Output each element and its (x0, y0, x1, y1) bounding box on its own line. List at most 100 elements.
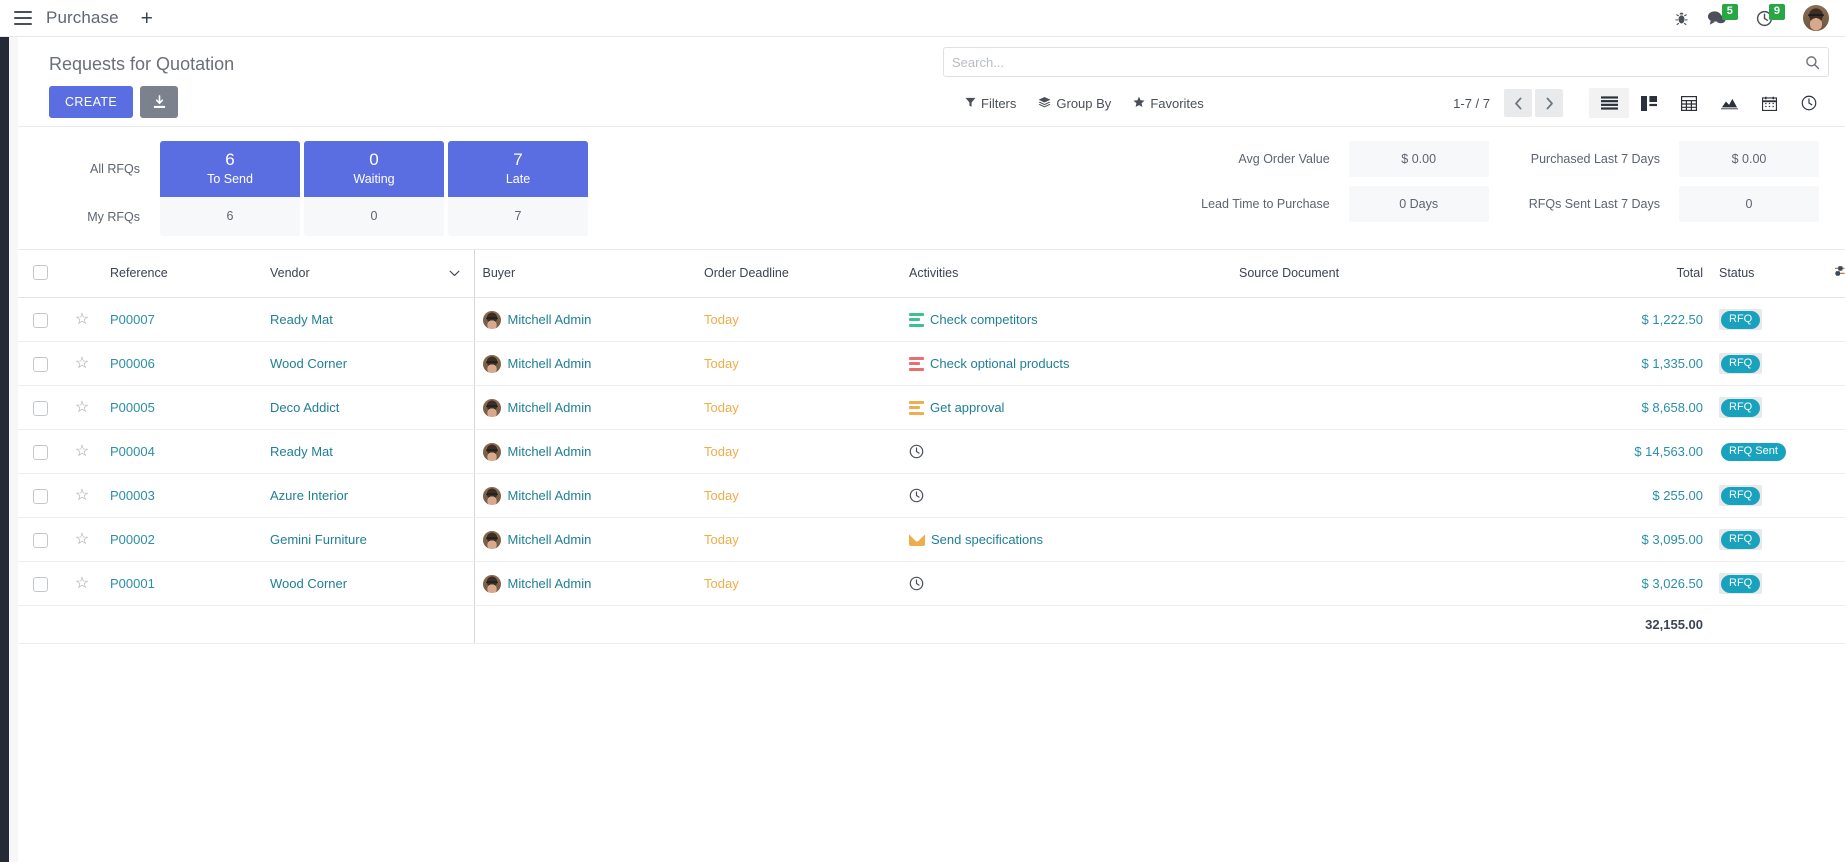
calendar-view-icon[interactable] (1749, 88, 1789, 118)
search-input[interactable] (952, 54, 1805, 70)
row-checkbox[interactable] (32, 444, 48, 460)
buyer-name[interactable]: Mitchell Admin (507, 312, 592, 327)
graph-view-icon[interactable] (1709, 88, 1749, 118)
activity-list-icon[interactable] (909, 400, 924, 415)
vendor-link[interactable]: Ready Mat (270, 444, 333, 459)
upload-icon[interactable] (140, 86, 179, 118)
row-checkbox[interactable] (32, 312, 48, 328)
reference-link[interactable]: P00003 (110, 488, 155, 503)
reference-link[interactable]: P00007 (110, 312, 155, 327)
kpi-waiting[interactable]: 0 Waiting (304, 141, 444, 197)
pager-next-button[interactable] (1535, 89, 1563, 117)
row-checkbox[interactable] (32, 400, 48, 416)
favorite-star-icon[interactable]: ☆ (74, 354, 90, 372)
avatar[interactable] (1803, 5, 1829, 31)
buyer-name[interactable]: Mitchell Admin (507, 400, 592, 415)
vendor-link[interactable]: Ready Mat (270, 312, 333, 327)
reference-link[interactable]: P00002 (110, 532, 155, 547)
header-activities[interactable]: Activities (901, 250, 1231, 298)
bug-icon[interactable] (1674, 10, 1689, 26)
hamburger-icon[interactable] (14, 11, 32, 25)
kpi-purchased-last-7-days[interactable]: $ 0.00 (1679, 141, 1819, 177)
my-waiting-value[interactable]: 0 (304, 197, 444, 236)
reference-link[interactable]: P00005 (110, 400, 155, 415)
status-badge[interactable]: RFQ (1721, 487, 1761, 505)
kpi-lead-time[interactable]: 0 Days (1348, 186, 1489, 222)
favorite-star-icon[interactable]: ☆ (74, 486, 90, 504)
clock-icon[interactable] (909, 576, 924, 591)
favorite-star-icon[interactable]: ☆ (74, 530, 90, 548)
messages-icon[interactable]: 5 (1707, 4, 1738, 26)
table-row[interactable]: ☆ P00002 Gemini Furniture Mitchell Admin… (18, 517, 1845, 562)
kanban-view-icon[interactable] (1629, 88, 1669, 118)
new-record-plus-button[interactable]: + (140, 6, 153, 30)
status-badge[interactable]: RFQ (1721, 355, 1761, 373)
status-badge[interactable]: RFQ Sent (1721, 443, 1786, 461)
activity-label[interactable]: Check competitors (930, 312, 1038, 327)
status-badge[interactable]: RFQ (1721, 531, 1761, 549)
favorites-dropdown[interactable]: Favorites (1133, 96, 1204, 111)
buyer-name[interactable]: Mitchell Admin (507, 576, 592, 591)
row-checkbox[interactable] (32, 488, 48, 504)
clock-icon[interactable] (909, 444, 924, 459)
buyer-name[interactable]: Mitchell Admin (507, 488, 592, 503)
header-total[interactable]: Total (1561, 250, 1711, 298)
group-by-dropdown[interactable]: Group By (1038, 96, 1111, 111)
header-vendor[interactable]: Vendor (262, 250, 474, 298)
header-buyer[interactable]: Buyer (473, 250, 696, 298)
favorite-star-icon[interactable]: ☆ (74, 442, 90, 460)
reference-link[interactable]: P00006 (110, 356, 155, 371)
pager-previous-button[interactable] (1504, 89, 1532, 117)
row-checkbox[interactable] (32, 576, 48, 592)
my-to-send-value[interactable]: 6 (160, 197, 300, 236)
kpi-to-send[interactable]: 6 To Send (160, 141, 300, 197)
vendor-link[interactable]: Deco Addict (270, 400, 340, 415)
activity-list-icon[interactable] (909, 312, 924, 327)
activity-label[interactable]: Check optional products (930, 356, 1070, 371)
buyer-name[interactable]: Mitchell Admin (507, 444, 592, 459)
header-reference[interactable]: Reference (102, 250, 262, 298)
vendor-link[interactable]: Wood Corner (270, 356, 348, 371)
row-checkbox[interactable] (32, 532, 48, 548)
table-row[interactable]: ☆ P00004 Ready Mat Mitchell Admin Today (18, 429, 1845, 474)
clock-icon[interactable] (909, 488, 924, 503)
vendor-link[interactable]: Azure Interior (270, 488, 349, 503)
activity-label[interactable]: Send specifications (931, 532, 1044, 547)
reference-link[interactable]: P00001 (110, 576, 155, 591)
favorite-star-icon[interactable]: ☆ (74, 574, 90, 592)
search-bar[interactable] (943, 47, 1829, 77)
vendor-link[interactable]: Wood Corner (270, 576, 348, 591)
status-badge[interactable]: RFQ (1721, 575, 1761, 593)
column-options-icon[interactable] (1817, 250, 1845, 298)
activity-list-icon[interactable] (909, 356, 924, 371)
create-button[interactable]: CREATE (49, 86, 134, 118)
vendor-link[interactable]: Gemini Furniture (270, 532, 367, 547)
status-badge[interactable]: RFQ (1721, 399, 1761, 417)
status-badge[interactable]: RFQ (1721, 311, 1761, 329)
activity-view-icon[interactable] (1789, 88, 1829, 118)
list-view-icon[interactable] (1589, 88, 1629, 118)
activity-label[interactable]: Get approval (930, 400, 1005, 415)
pivot-view-icon[interactable] (1669, 88, 1709, 118)
kpi-late[interactable]: 7 Late (448, 141, 588, 197)
row-checkbox[interactable] (32, 356, 48, 372)
search-icon[interactable] (1805, 55, 1820, 70)
kpi-avg-order-value[interactable]: $ 0.00 (1348, 141, 1489, 177)
favorite-star-icon[interactable]: ☆ (74, 398, 90, 416)
buyer-name[interactable]: Mitchell Admin (507, 356, 592, 371)
table-row[interactable]: ☆ P00006 Wood Corner Mitchell Admin Toda… (18, 341, 1845, 386)
table-row[interactable]: ☆ P00007 Ready Mat Mitchell Admin Today … (18, 297, 1845, 342)
header-order-deadline[interactable]: Order Deadline (696, 250, 901, 298)
header-status[interactable]: Status (1711, 250, 1817, 298)
activities-clock-icon[interactable]: 9 (1756, 4, 1785, 27)
my-late-value[interactable]: 7 (448, 197, 588, 236)
table-row[interactable]: ☆ P00003 Azure Interior Mitchell Admin T… (18, 473, 1845, 518)
favorite-star-icon[interactable]: ☆ (74, 310, 90, 328)
mail-icon[interactable] (909, 533, 925, 546)
filters-dropdown[interactable]: Filters (965, 96, 1016, 111)
header-source-document[interactable]: Source Document (1231, 250, 1561, 298)
select-all-checkbox[interactable] (32, 265, 48, 281)
table-row[interactable]: ☆ P00005 Deco Addict Mitchell Admin Toda… (18, 385, 1845, 430)
reference-link[interactable]: P00004 (110, 444, 155, 459)
buyer-name[interactable]: Mitchell Admin (507, 532, 592, 547)
